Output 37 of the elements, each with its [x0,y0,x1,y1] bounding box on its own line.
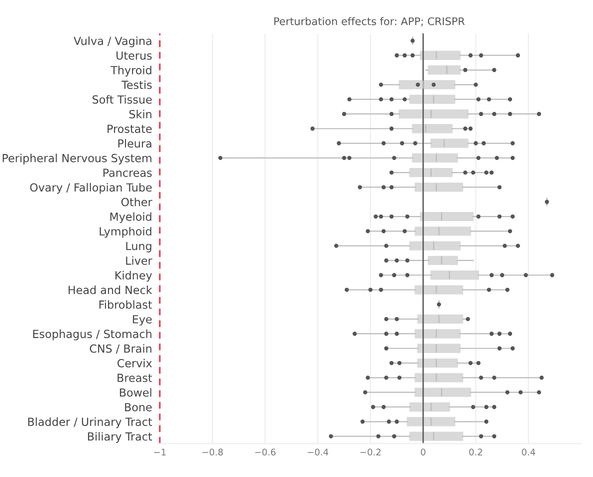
chart-title: Perturbation effects for: APP; CRISPR [274,17,465,26]
y-tick-label: Skin [129,110,152,118]
x-tick-label: −1 [154,448,166,456]
y-tick-label: Thyroid [110,66,152,77]
x-tick-label: 0 [420,448,426,456]
y-tick-label: Bladder / Urinary Tract [28,417,152,428]
y-tick-label: Ovary / Fallopian Tube [30,183,152,194]
y-tick-label: CNS / Brain [90,344,152,354]
x-tick-label: 0.4 [522,448,536,456]
y-tick-label: Bowel [120,388,152,397]
y-tick-label: Head and Neck [68,286,152,294]
y-tick-label: Uterus [116,51,152,60]
x-tick-label: 0.2 [469,448,482,456]
y-tick-label: Biliary Tract [88,432,152,443]
y-tick-label: Pleura [118,139,152,148]
y-tick-label: Pancreas [103,168,152,177]
y-tick-label: Fibroblast [99,300,152,309]
y-tick-label: Liver [126,256,152,265]
x-tick-label: −0.2 [360,448,381,456]
y-tick-label: Prostate [108,124,152,133]
y-tick-label: Vulva / Vagina [74,36,152,48]
y-tick-label: Testis [121,80,152,90]
y-tick-label: Eye [132,315,152,326]
y-tick-label: Kidney [115,270,152,282]
y-tick-label: Myeloid [110,212,152,224]
y-tick-label: Cervix [118,358,152,368]
y-tick-label: Bone [125,403,152,412]
y-tick-label: Soft Tissue [92,95,152,104]
y-tick-label: Other [121,198,152,206]
x-tick-label: −0.8 [202,448,223,456]
y-tick-label: Lymphoid [100,226,152,238]
x-tick-label: −0.6 [255,448,276,456]
y-tick-label: Peripheral Nervous System [2,154,152,164]
y-tick-label: Breast [118,374,152,382]
x-tick-label: −0.4 [308,448,328,456]
y-tick-label: Lung [126,242,152,252]
y-tick-label: Esophagus / Stomach [33,330,152,340]
